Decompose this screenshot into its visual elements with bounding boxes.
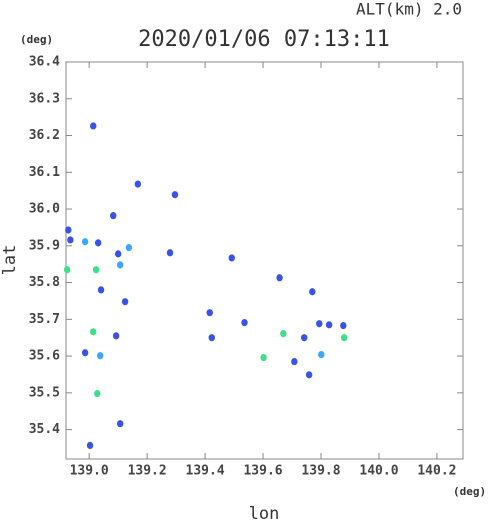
echo-point (206, 309, 213, 317)
echo-point (90, 328, 97, 336)
echo-point (280, 330, 287, 338)
echo-point (110, 212, 117, 220)
chart-title: 2020/01/06 07:13:11 (138, 27, 390, 52)
y-tick-label: 36.2 (29, 128, 60, 143)
echo-point (318, 351, 325, 359)
echo-point (309, 288, 316, 296)
y-tick-label: 35.4 (29, 422, 60, 437)
echo-point (92, 266, 100, 274)
echo-point (325, 321, 333, 329)
y-unit: (deg) (20, 33, 53, 46)
echo-point (316, 320, 323, 328)
subtitle: ALT(km) 2.0 (356, 0, 462, 19)
echo-point (340, 334, 348, 342)
x-tick-label: 139.4 (186, 464, 225, 479)
echo-point (276, 274, 283, 282)
echo-point (340, 321, 347, 330)
y-axis-label: lat (0, 245, 20, 276)
echo-point (121, 298, 129, 306)
x-tick-label: 140.2 (417, 464, 456, 479)
echo-point (112, 332, 120, 340)
y-tick-label: 36.3 (29, 91, 60, 106)
echo-point (171, 191, 179, 199)
echo-point (97, 286, 105, 294)
echo-point (94, 239, 102, 247)
x-tick-label: 139.2 (128, 464, 167, 479)
echo-point (81, 238, 89, 246)
x-axis-label: lon (249, 504, 280, 521)
y-tick-label: 35.5 (29, 385, 60, 400)
y-tick-label: 35.6 (29, 349, 60, 364)
x-tick-label: 139.6 (243, 464, 282, 479)
echo-point (90, 122, 97, 130)
echo-point (291, 357, 298, 366)
x-unit: (deg) (453, 485, 486, 498)
echo-point (94, 389, 101, 398)
y-tick-label: 36.4 (29, 55, 60, 70)
echo-point (166, 249, 174, 257)
echo-point (208, 334, 215, 342)
y-tick-label: 36.0 (29, 202, 60, 217)
y-tick-label: 36.1 (29, 165, 60, 180)
echo-point (241, 319, 248, 327)
echo-point (96, 352, 104, 360)
y-tick-label: 35.7 (29, 312, 60, 327)
echo-point (228, 254, 235, 262)
echo-point (116, 261, 124, 269)
echo-point (114, 250, 122, 258)
echo-point (65, 226, 72, 234)
echo-point (260, 353, 267, 362)
plot-frame (65, 61, 464, 460)
echo-point (81, 349, 89, 357)
x-tick-label: 140.0 (359, 464, 398, 479)
echo-point (305, 371, 313, 379)
y-tick-label: 35.8 (29, 275, 60, 290)
x-tick-label: 139.0 (70, 464, 109, 479)
x-tick-label: 139.8 (301, 464, 340, 479)
echo-point (86, 441, 94, 449)
echo-point (125, 244, 133, 252)
echo-point (301, 334, 308, 342)
y-tick-label: 35.9 (29, 238, 60, 253)
echo-point (67, 236, 74, 244)
echo-point (134, 180, 142, 188)
echo-point (116, 420, 124, 428)
echo-point (63, 266, 71, 274)
